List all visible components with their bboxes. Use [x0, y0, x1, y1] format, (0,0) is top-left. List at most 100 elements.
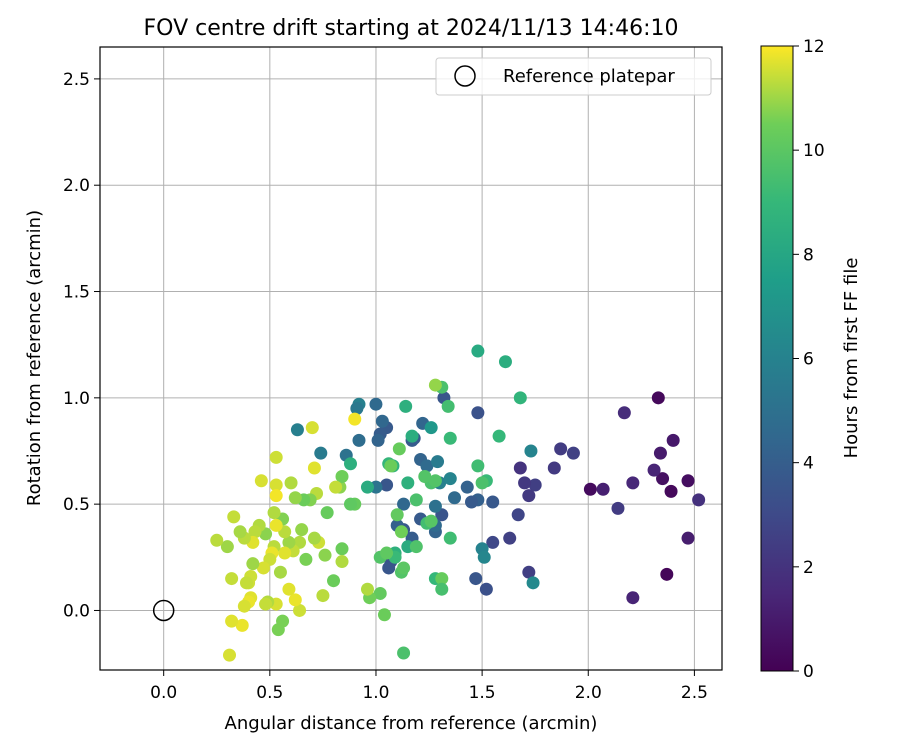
scatter-point	[307, 531, 321, 545]
scatter-point	[397, 646, 411, 660]
scatter-point	[486, 495, 500, 509]
scatter-point	[443, 472, 457, 486]
colorbar-tick-label: 0	[803, 662, 814, 682]
grid-lines	[100, 47, 722, 670]
scatter-points	[210, 344, 706, 662]
scatter-point	[503, 531, 517, 545]
scatter-point	[626, 476, 640, 490]
scatter-point	[305, 421, 319, 435]
scatter-point	[254, 474, 268, 488]
scatter-point	[390, 508, 404, 522]
y-tick-label: 1.0	[63, 389, 90, 409]
scatter-point	[248, 525, 262, 539]
scatter-point	[282, 535, 296, 549]
colorbar-label: Hours from first FF file	[841, 258, 862, 459]
colorbar-tick-label: 12	[803, 37, 825, 57]
scatter-point	[409, 493, 423, 507]
reference-platepar-marker	[152, 599, 175, 622]
scatter-point	[399, 399, 413, 413]
plot-frame	[99, 46, 723, 671]
scatter-point	[269, 518, 283, 532]
scatter-point	[360, 582, 374, 596]
scatter-point	[220, 540, 234, 554]
chart-title: FOV centre drift starting at 2024/11/13 …	[144, 16, 679, 41]
scatter-point	[681, 474, 695, 488]
scatter-point	[343, 457, 357, 471]
scatter-point	[660, 567, 674, 581]
scatter-point	[418, 470, 432, 484]
x-tick-label: 0.5	[256, 683, 283, 703]
scatter-point	[401, 476, 415, 490]
scatter-point	[583, 482, 597, 496]
scatter-point	[225, 614, 239, 628]
scatter-point	[384, 459, 398, 473]
scatter-point	[335, 470, 349, 484]
scatter-point	[273, 565, 287, 579]
scatter-point	[511, 508, 525, 522]
scatter-point	[335, 555, 349, 569]
scatter-point	[479, 582, 493, 596]
scatter-point	[394, 525, 408, 539]
scatter-point	[471, 406, 485, 420]
scatter-point	[269, 450, 283, 464]
scatter-point	[369, 397, 383, 411]
scatter-point	[371, 433, 385, 447]
x-tick-label: 2.5	[681, 683, 708, 703]
scatter-point	[547, 461, 561, 475]
scatter-point	[448, 491, 462, 505]
scatter-point	[435, 582, 449, 596]
scatter-point	[647, 463, 661, 477]
scatter-point	[596, 482, 610, 496]
scatter-point	[405, 429, 419, 443]
y-axis-ticks: 0.0 0.5 1.0 1.5 2.0 2.5	[63, 70, 100, 621]
scatter-point	[428, 499, 442, 513]
scatter-point	[352, 433, 366, 447]
scatter-point	[469, 572, 483, 586]
scatter-point	[239, 576, 253, 590]
scatter-point	[498, 355, 512, 369]
scatter-point	[235, 618, 249, 632]
scatter-point	[656, 472, 670, 486]
colorbar-tick-label: 2	[803, 558, 814, 578]
scatter-point	[486, 535, 500, 549]
scatter-point	[666, 433, 680, 447]
scatter-point	[377, 608, 391, 622]
scatter-point	[382, 561, 396, 575]
scatter-point	[318, 548, 332, 562]
scatter-point	[428, 474, 442, 488]
scatter-point	[471, 459, 485, 473]
x-tick-label: 1.5	[469, 683, 496, 703]
y-tick-label: 2.5	[63, 70, 90, 90]
scatter-point	[267, 506, 281, 520]
y-tick-label: 0.0	[63, 601, 90, 621]
colorbar-tick-label: 10	[803, 141, 825, 161]
scatter-point	[278, 546, 292, 560]
scatter-point	[460, 480, 474, 494]
scatter-point	[522, 489, 536, 503]
scatter-point	[526, 576, 540, 590]
scatter-point	[233, 525, 247, 539]
scatter-point	[299, 552, 313, 566]
scatter-point	[256, 561, 270, 575]
scatter-point	[348, 412, 362, 426]
scatter-point	[392, 442, 406, 456]
scatter-point	[477, 550, 491, 564]
scatter-point	[237, 599, 251, 613]
scatter-point	[269, 489, 283, 503]
scatter-point	[227, 510, 241, 524]
x-axis-label: Angular distance from reference (arcmin)	[225, 713, 598, 734]
scatter-point	[284, 476, 298, 490]
legend-box: Reference platepar	[435, 57, 712, 96]
scatter-point	[288, 491, 302, 505]
scatter-point	[271, 623, 285, 637]
scatter-point	[664, 484, 678, 498]
scatter-point	[222, 648, 236, 662]
scatter-point	[626, 591, 640, 605]
scatter-point	[350, 401, 364, 415]
scatter-point	[513, 461, 527, 475]
colorbar-ticks: 0 2 4 6 8 10 12	[793, 37, 825, 682]
colorbar-gradient	[760, 45, 794, 672]
scatter-point	[397, 561, 411, 575]
scatter-point	[611, 501, 625, 515]
